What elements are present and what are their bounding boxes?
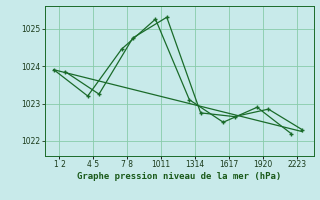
X-axis label: Graphe pression niveau de la mer (hPa): Graphe pression niveau de la mer (hPa) [77, 172, 281, 181]
